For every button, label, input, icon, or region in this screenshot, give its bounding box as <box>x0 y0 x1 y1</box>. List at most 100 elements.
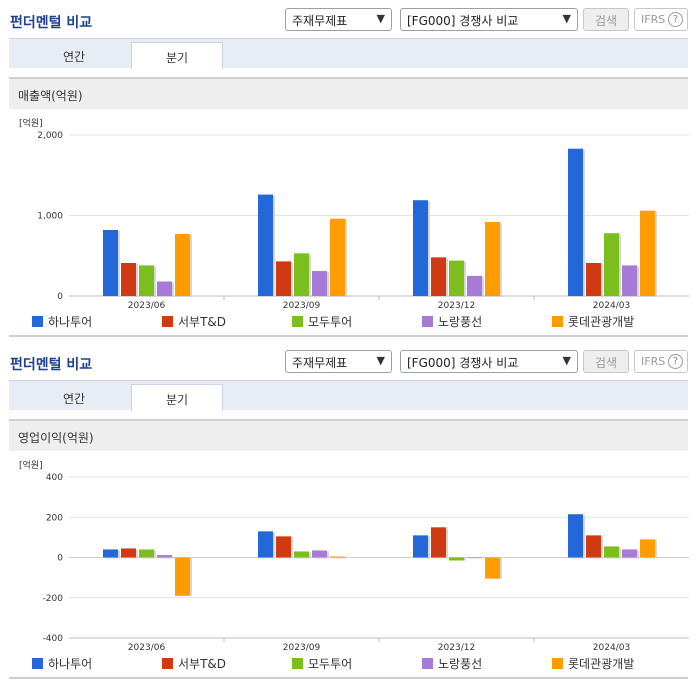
chevron-down-icon: ▼ <box>376 354 385 367</box>
search-button[interactable]: 검색 <box>583 350 629 373</box>
bar <box>330 556 345 558</box>
bar <box>175 557 190 596</box>
legend-item[interactable]: 모두투어 <box>292 313 352 330</box>
legend-swatch <box>292 316 303 327</box>
legend-item[interactable]: 노랑풍선 <box>422 655 482 672</box>
panel-title: 펀더멘털 비교 <box>10 357 93 373</box>
y-tick-label: 1,000 <box>37 212 63 222</box>
bar <box>485 557 500 579</box>
tab-annual[interactable]: 연간 <box>62 50 86 64</box>
bar <box>413 200 428 296</box>
x-tick-label: 2023/12 <box>438 643 475 651</box>
legend-item[interactable]: 서부T&D <box>162 313 226 330</box>
x-tick-label: 2023/09 <box>283 643 321 651</box>
bar <box>568 514 583 558</box>
bar <box>258 531 273 558</box>
y-tick-label: -400 <box>43 634 64 644</box>
legend-label: 하나투어 <box>48 315 93 329</box>
bar <box>294 253 309 296</box>
legend-item[interactable]: 하나투어 <box>32 655 92 672</box>
legend-label: 하나투어 <box>48 657 93 671</box>
bar <box>139 265 154 296</box>
bar <box>157 281 172 296</box>
bar <box>276 536 291 558</box>
panel-header: 펀더멘털 비교 주재무제표 ▼ [FG000] 경쟁사 비교 ▼ 검색 IFRS… <box>0 0 696 38</box>
bar <box>467 275 482 296</box>
ifrs-help-button[interactable]: IFRS ? <box>634 8 688 31</box>
x-tick-label: 2023/09 <box>283 301 321 309</box>
bar <box>586 262 601 296</box>
tab-quarterly[interactable]: 분기 <box>131 384 223 411</box>
legend-label: 노랑풍선 <box>438 657 483 671</box>
statement-select[interactable]: 주재무제표 ▼ <box>285 8 392 31</box>
divider <box>9 677 688 679</box>
bar <box>121 548 136 558</box>
bar <box>157 555 172 558</box>
y-tick-label: -200 <box>43 594 64 604</box>
bar <box>604 546 619 558</box>
legend-swatch <box>162 658 173 669</box>
legend-swatch <box>552 316 563 327</box>
legend-swatch <box>32 658 43 669</box>
legend-item[interactable]: 노랑풍선 <box>422 313 482 330</box>
legend-item[interactable]: 모두투어 <box>292 655 352 672</box>
ifrs-help-button[interactable]: IFRS ? <box>634 350 688 373</box>
question-mark-icon: ? <box>668 354 683 369</box>
statement-select[interactable]: 주재무제표 ▼ <box>285 350 392 373</box>
legend-label: 서부T&D <box>178 315 227 329</box>
chevron-down-icon: ▼ <box>562 354 571 367</box>
legend-swatch <box>32 316 43 327</box>
bar <box>604 233 619 296</box>
x-tick-label: 2024/03 <box>593 643 630 651</box>
bar <box>568 148 583 296</box>
bar <box>467 557 482 558</box>
x-tick-label: 2023/06 <box>128 301 166 309</box>
legend-item[interactable]: 서부T&D <box>162 655 226 672</box>
operating-profit-chart-svg: [억원] -400 -200 0 200 400 2023/06 2023/09 2023/12… <box>19 459 689 653</box>
operating-profit-chart: [억원] -400 -200 0 200 400 2023/06 2023/09 2023/12… <box>9 451 696 653</box>
search-button[interactable]: 검색 <box>583 8 629 31</box>
bar <box>431 527 446 558</box>
y-tick-label: 200 <box>46 513 63 523</box>
bar <box>449 260 464 296</box>
divider <box>9 335 688 337</box>
bar-shadow <box>332 557 347 559</box>
tab-annual[interactable]: 연간 <box>62 392 86 406</box>
statement-select-value: 주재무제표 <box>292 14 348 28</box>
legend-label: 롯데관광개발 <box>568 657 635 671</box>
legend-swatch <box>422 658 433 669</box>
x-tick-label: 2023/12 <box>438 301 475 309</box>
legend-item[interactable]: 하나투어 <box>32 313 92 330</box>
bar <box>485 221 500 296</box>
bar <box>330 218 345 296</box>
bar <box>103 549 118 558</box>
tab-quarterly[interactable]: 분기 <box>131 42 223 69</box>
legend-label: 모두투어 <box>308 315 353 329</box>
compare-select[interactable]: [FG000] 경쟁사 비교 ▼ <box>400 8 578 31</box>
panel-title: 펀더멘털 비교 <box>10 15 93 31</box>
y-unit-label: [억원] <box>19 117 43 129</box>
operating-profit-legend: 하나투어 서부T&D 모두투어 노랑풍선 롯데관광개발 <box>22 655 682 671</box>
chart-title: 매출액(억원) <box>18 89 83 103</box>
bar <box>449 557 464 561</box>
y-tick-label: 2,000 <box>37 131 63 141</box>
compare-select[interactable]: [FG000] 경쟁사 비교 ▼ <box>400 350 578 373</box>
panel-header: 펀더멘털 비교 주재무제표 ▼ [FG000] 경쟁사 비교 ▼ 검색 IFRS… <box>0 342 696 380</box>
bar <box>121 262 136 296</box>
legend-label: 모두투어 <box>308 657 353 671</box>
fundamental-panel-operating-profit: 펀더멘털 비교 주재무제표 ▼ [FG000] 경쟁사 비교 ▼ 검색 IFRS… <box>0 342 696 653</box>
legend-item[interactable]: 롯데관광개발 <box>552 655 634 672</box>
revenue-chart-svg: [억원] 0 1,000 2,000 2023/06 2023/09 2023/12 2024… <box>19 117 689 311</box>
compare-select-value: [FG000] 경쟁사 비교 <box>407 14 519 28</box>
ifrs-label: IFRS <box>641 13 666 26</box>
legend-item[interactable]: 롯데관광개발 <box>552 313 634 330</box>
bar <box>312 550 327 558</box>
revenue-chart: [억원] 0 1,000 2,000 2023/06 2023/09 2023/12 2024… <box>9 109 696 311</box>
bar <box>175 234 190 296</box>
bar <box>139 549 154 558</box>
legend-label: 롯데관광개발 <box>568 315 635 329</box>
bar <box>622 265 637 296</box>
section-header: 매출액(억원) <box>9 77 688 109</box>
bar <box>276 261 291 296</box>
bar <box>413 535 428 558</box>
